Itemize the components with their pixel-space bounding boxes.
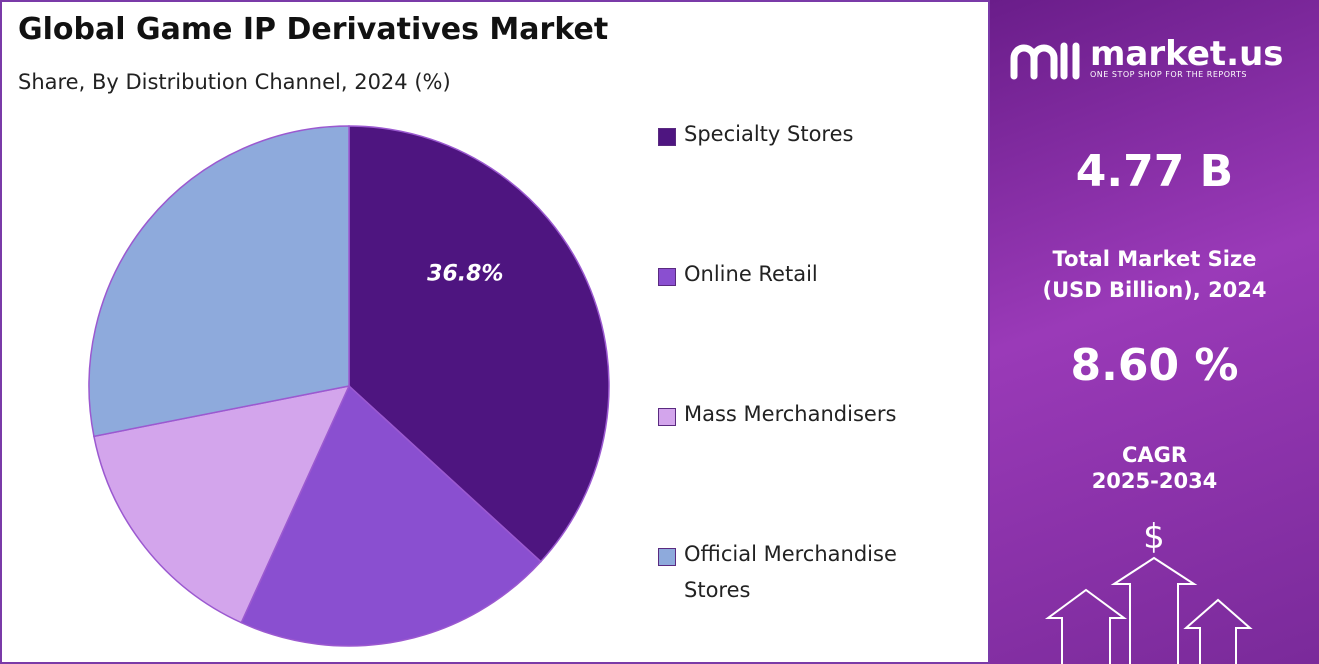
legend-item: Online Retail <box>658 262 958 292</box>
legend-item: Mass Merchandisers <box>658 402 958 432</box>
pie-slice <box>88 125 350 438</box>
cagr-label: CAGR <box>1121 443 1188 467</box>
data-label: 36.8% <box>427 261 503 286</box>
tagline: ONE STOP SHOP FOR THE REPORTS <box>1090 70 1247 79</box>
market-size-label: (USD Billion), 2024 <box>1042 278 1267 302</box>
pie-slice <box>240 384 542 647</box>
legend-label: Online Retail <box>684 262 818 286</box>
legend-swatch <box>658 268 676 286</box>
legend-swatch <box>658 548 676 566</box>
legend-label: Specialty Stores <box>684 122 854 146</box>
decoration: $ <box>1044 517 1253 664</box>
legend-label: Mass Merchandisers <box>684 402 897 426</box>
brand: market.us <box>1090 34 1284 74</box>
market-size-label: Total Market Size <box>1052 247 1257 271</box>
market-size: 4.77 B <box>1075 146 1234 197</box>
info-panel: market.us ONE STOP SHOP FOR THE REPORTS … <box>990 0 1319 664</box>
legend-item: Specialty Stores <box>658 122 958 152</box>
cagr-label: 2025-2034 <box>1091 469 1218 493</box>
legend-item: Official Merchandise Stores <box>658 542 958 608</box>
pie-chart: 36.8% <box>88 125 610 647</box>
svg-text:$: $ <box>1143 517 1165 557</box>
chart-panel: Global Game IP Derivatives Market Share,… <box>0 0 990 664</box>
logo-icon <box>1010 42 1080 80</box>
chart-subtitle: Share, By Distribution Channel, 2024 (%) <box>18 70 451 94</box>
legend-swatch <box>658 408 676 426</box>
chart-title: Global Game IP Derivatives Market <box>18 12 609 47</box>
pie-slice <box>348 125 610 563</box>
legend-label: Official Merchandise Stores <box>684 542 897 602</box>
cagr: 8.60 % <box>1070 340 1239 391</box>
legend-swatch <box>658 128 676 146</box>
pie-slice <box>93 384 351 624</box>
